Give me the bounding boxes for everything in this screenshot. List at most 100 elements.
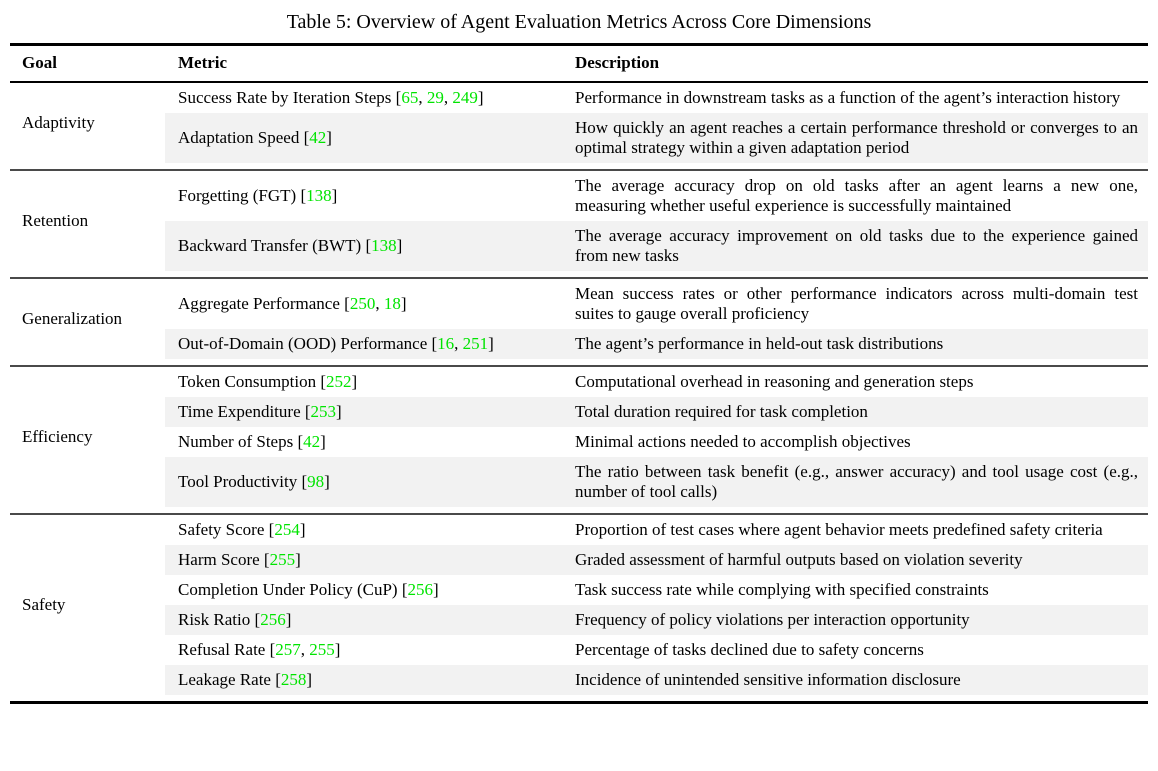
- citation-bracket: [250, 18]: [344, 294, 407, 313]
- metric-cell: Backward Transfer (BWT) [138]: [165, 221, 572, 271]
- header-row: Goal Metric Description: [10, 45, 1148, 82]
- metric-cell: Refusal Rate [257, 255]: [165, 635, 572, 665]
- citation-bracket: [16, 251]: [431, 334, 494, 353]
- metric-cell: Aggregate Performance [250, 18]: [165, 278, 572, 329]
- group-spacer: [10, 271, 1148, 278]
- goal-cell: Retention: [10, 170, 165, 271]
- citation-bracket: [42]: [297, 432, 326, 451]
- metric-name: Completion Under Policy (CuP): [178, 580, 402, 599]
- citation-bracket: [138]: [365, 236, 403, 255]
- metric-name: Success Rate by Iteration Steps: [178, 88, 396, 107]
- paper-page: Table 5: Overview of Agent Evaluation Me…: [10, 11, 1148, 704]
- metric-name: Time Expenditure: [178, 402, 305, 421]
- table-row: Leakage Rate [258] Incidence of unintende…: [10, 665, 1148, 695]
- citation-link[interactable]: 98: [307, 472, 325, 491]
- citation-link[interactable]: 257: [275, 640, 301, 659]
- group-adaptivity: Adaptivity Success Rate by Iteration Step…: [10, 82, 1148, 170]
- citation-link[interactable]: 255: [269, 550, 296, 569]
- description-cell: How quickly an agent reaches a certain p…: [572, 113, 1148, 163]
- description-cell: Mean success rates or other performance …: [575, 284, 1138, 323]
- metric-cell: Number of Steps [42]: [165, 427, 572, 457]
- citation-link[interactable]: 252: [326, 372, 352, 391]
- table-row: Tool Productivity [98] The ratio between …: [10, 457, 1148, 507]
- description-cell: The ratio between task benefit (e.g., an…: [572, 457, 1148, 507]
- column-header-metric: Metric: [178, 53, 228, 72]
- citation-link[interactable]: 65: [401, 88, 419, 107]
- citation-link[interactable]: 250: [349, 294, 376, 313]
- metric-cell: Harm Score [255]: [165, 545, 572, 575]
- citation-bracket: [257, 255]: [269, 640, 341, 659]
- metric-name: Risk Ratio: [178, 610, 255, 629]
- goal-cell: Adaptivity: [10, 82, 165, 163]
- description-cell: Total duration required for task complet…: [572, 397, 1148, 427]
- metric-name: Tool Productivity: [178, 472, 302, 491]
- citation-bracket: [98]: [301, 472, 330, 491]
- metric-cell: Forgetting (FGT) [138]: [165, 170, 572, 221]
- metric-name: Backward Transfer (BWT): [178, 236, 366, 255]
- goal-cell: Generalization: [10, 278, 165, 359]
- group-efficiency: Efficiency Token Consumption [252] Computa…: [10, 366, 1148, 514]
- citation-link[interactable]: 249: [452, 88, 478, 107]
- citation-bracket: [138]: [300, 186, 338, 205]
- group-generalization: Generalization Aggregate Performance [250…: [10, 278, 1148, 366]
- metric-cell: Out-of-Domain (OOD) Performance [16, 251…: [165, 329, 572, 359]
- description-cell: The agent’s performance in held-out task…: [572, 329, 1148, 359]
- group-spacer: [10, 359, 1148, 366]
- metric-name: Leakage Rate: [178, 670, 276, 689]
- metric-name: Forgetting (FGT): [178, 186, 301, 205]
- citation-link[interactable]: 42: [303, 432, 321, 451]
- citation-link[interactable]: 29: [426, 88, 444, 107]
- citation-link[interactable]: 42: [309, 128, 327, 147]
- description-cell: Frequency of policy violations per inter…: [572, 605, 1148, 635]
- description-cell: Task success rate while complying with s…: [575, 580, 989, 599]
- metric-name: Refusal Rate: [178, 640, 270, 659]
- metric-name: Aggregate Performance: [178, 294, 345, 313]
- table-row: Time Expenditure [253] Total duration req…: [10, 397, 1148, 427]
- metric-cell: Token Consumption [252]: [165, 366, 572, 397]
- citation-link[interactable]: 258: [280, 670, 307, 689]
- group-spacer: [10, 163, 1148, 170]
- table-row: Efficiency Token Consumption [252] Computa…: [10, 366, 1148, 507]
- citation-link[interactable]: 253: [310, 402, 337, 421]
- description-cell: Proportion of test cases where agent beh…: [575, 520, 1103, 539]
- table-row: Backward Transfer (BWT) [138] The average…: [10, 221, 1148, 271]
- table-row: Completion Under Policy (CuP) [256] Task …: [10, 575, 1148, 605]
- citation-link[interactable]: 255: [309, 640, 335, 659]
- citation-link[interactable]: 256: [407, 580, 434, 599]
- column-header-goal: Goal: [22, 53, 57, 72]
- metric-name: Adaptation Speed: [178, 128, 304, 147]
- table-row: Number of Steps [42] Minimal actions need…: [10, 427, 1148, 457]
- description-cell: Percentage of tasks declined due to safe…: [575, 640, 924, 659]
- table-row: Generalization Aggregate Performance [250…: [10, 278, 1148, 359]
- citation-link[interactable]: 18: [383, 294, 401, 313]
- citation-bracket: [254]: [268, 520, 306, 539]
- citation-bracket: [256]: [401, 580, 439, 599]
- goal-cell: Efficiency: [10, 366, 165, 507]
- group-safety: Safety Safety Score [254] Proportion of te…: [10, 514, 1148, 703]
- metric-name: Out-of-Domain (OOD) Performance: [178, 334, 432, 353]
- citation-bracket: [252]: [320, 372, 358, 391]
- metric-cell: Success Rate by Iteration Steps [65, 29,…: [165, 82, 572, 113]
- table-row: Adaptation Speed [42] How quickly an agen…: [10, 113, 1148, 163]
- metric-cell: Adaptation Speed [42]: [165, 113, 572, 163]
- citation-link[interactable]: 254: [274, 520, 300, 539]
- metric-cell: Tool Productivity [98]: [165, 457, 572, 507]
- citation-link[interactable]: 251: [462, 334, 489, 353]
- citation-bracket: [42]: [303, 128, 332, 147]
- goal-cell: Safety: [10, 514, 165, 695]
- table-row: Out-of-Domain (OOD) Performance [16, 251…: [10, 329, 1148, 359]
- citation-link[interactable]: 138: [371, 236, 397, 255]
- metric-name: Token Consumption: [178, 372, 321, 391]
- citation-link[interactable]: 16: [437, 334, 455, 353]
- citation-link[interactable]: 256: [260, 610, 286, 629]
- metrics-table: Goal Metric Description Adaptivity Succes…: [10, 43, 1148, 704]
- citation-link[interactable]: 138: [306, 186, 332, 205]
- citation-bracket: [256]: [254, 610, 292, 629]
- citation-bracket: [255]: [263, 550, 301, 569]
- table-row: Harm Score [255] Graded assessment of har…: [10, 545, 1148, 575]
- citation-bracket: [65, 29, 249]: [395, 88, 484, 107]
- table-row: Retention Forgetting (FGT) [138] The avera…: [10, 170, 1148, 271]
- metric-cell: Leakage Rate [258]: [165, 665, 572, 695]
- description-cell: The average accuracy improvement on old …: [572, 221, 1148, 271]
- metric-cell: Risk Ratio [256]: [165, 605, 572, 635]
